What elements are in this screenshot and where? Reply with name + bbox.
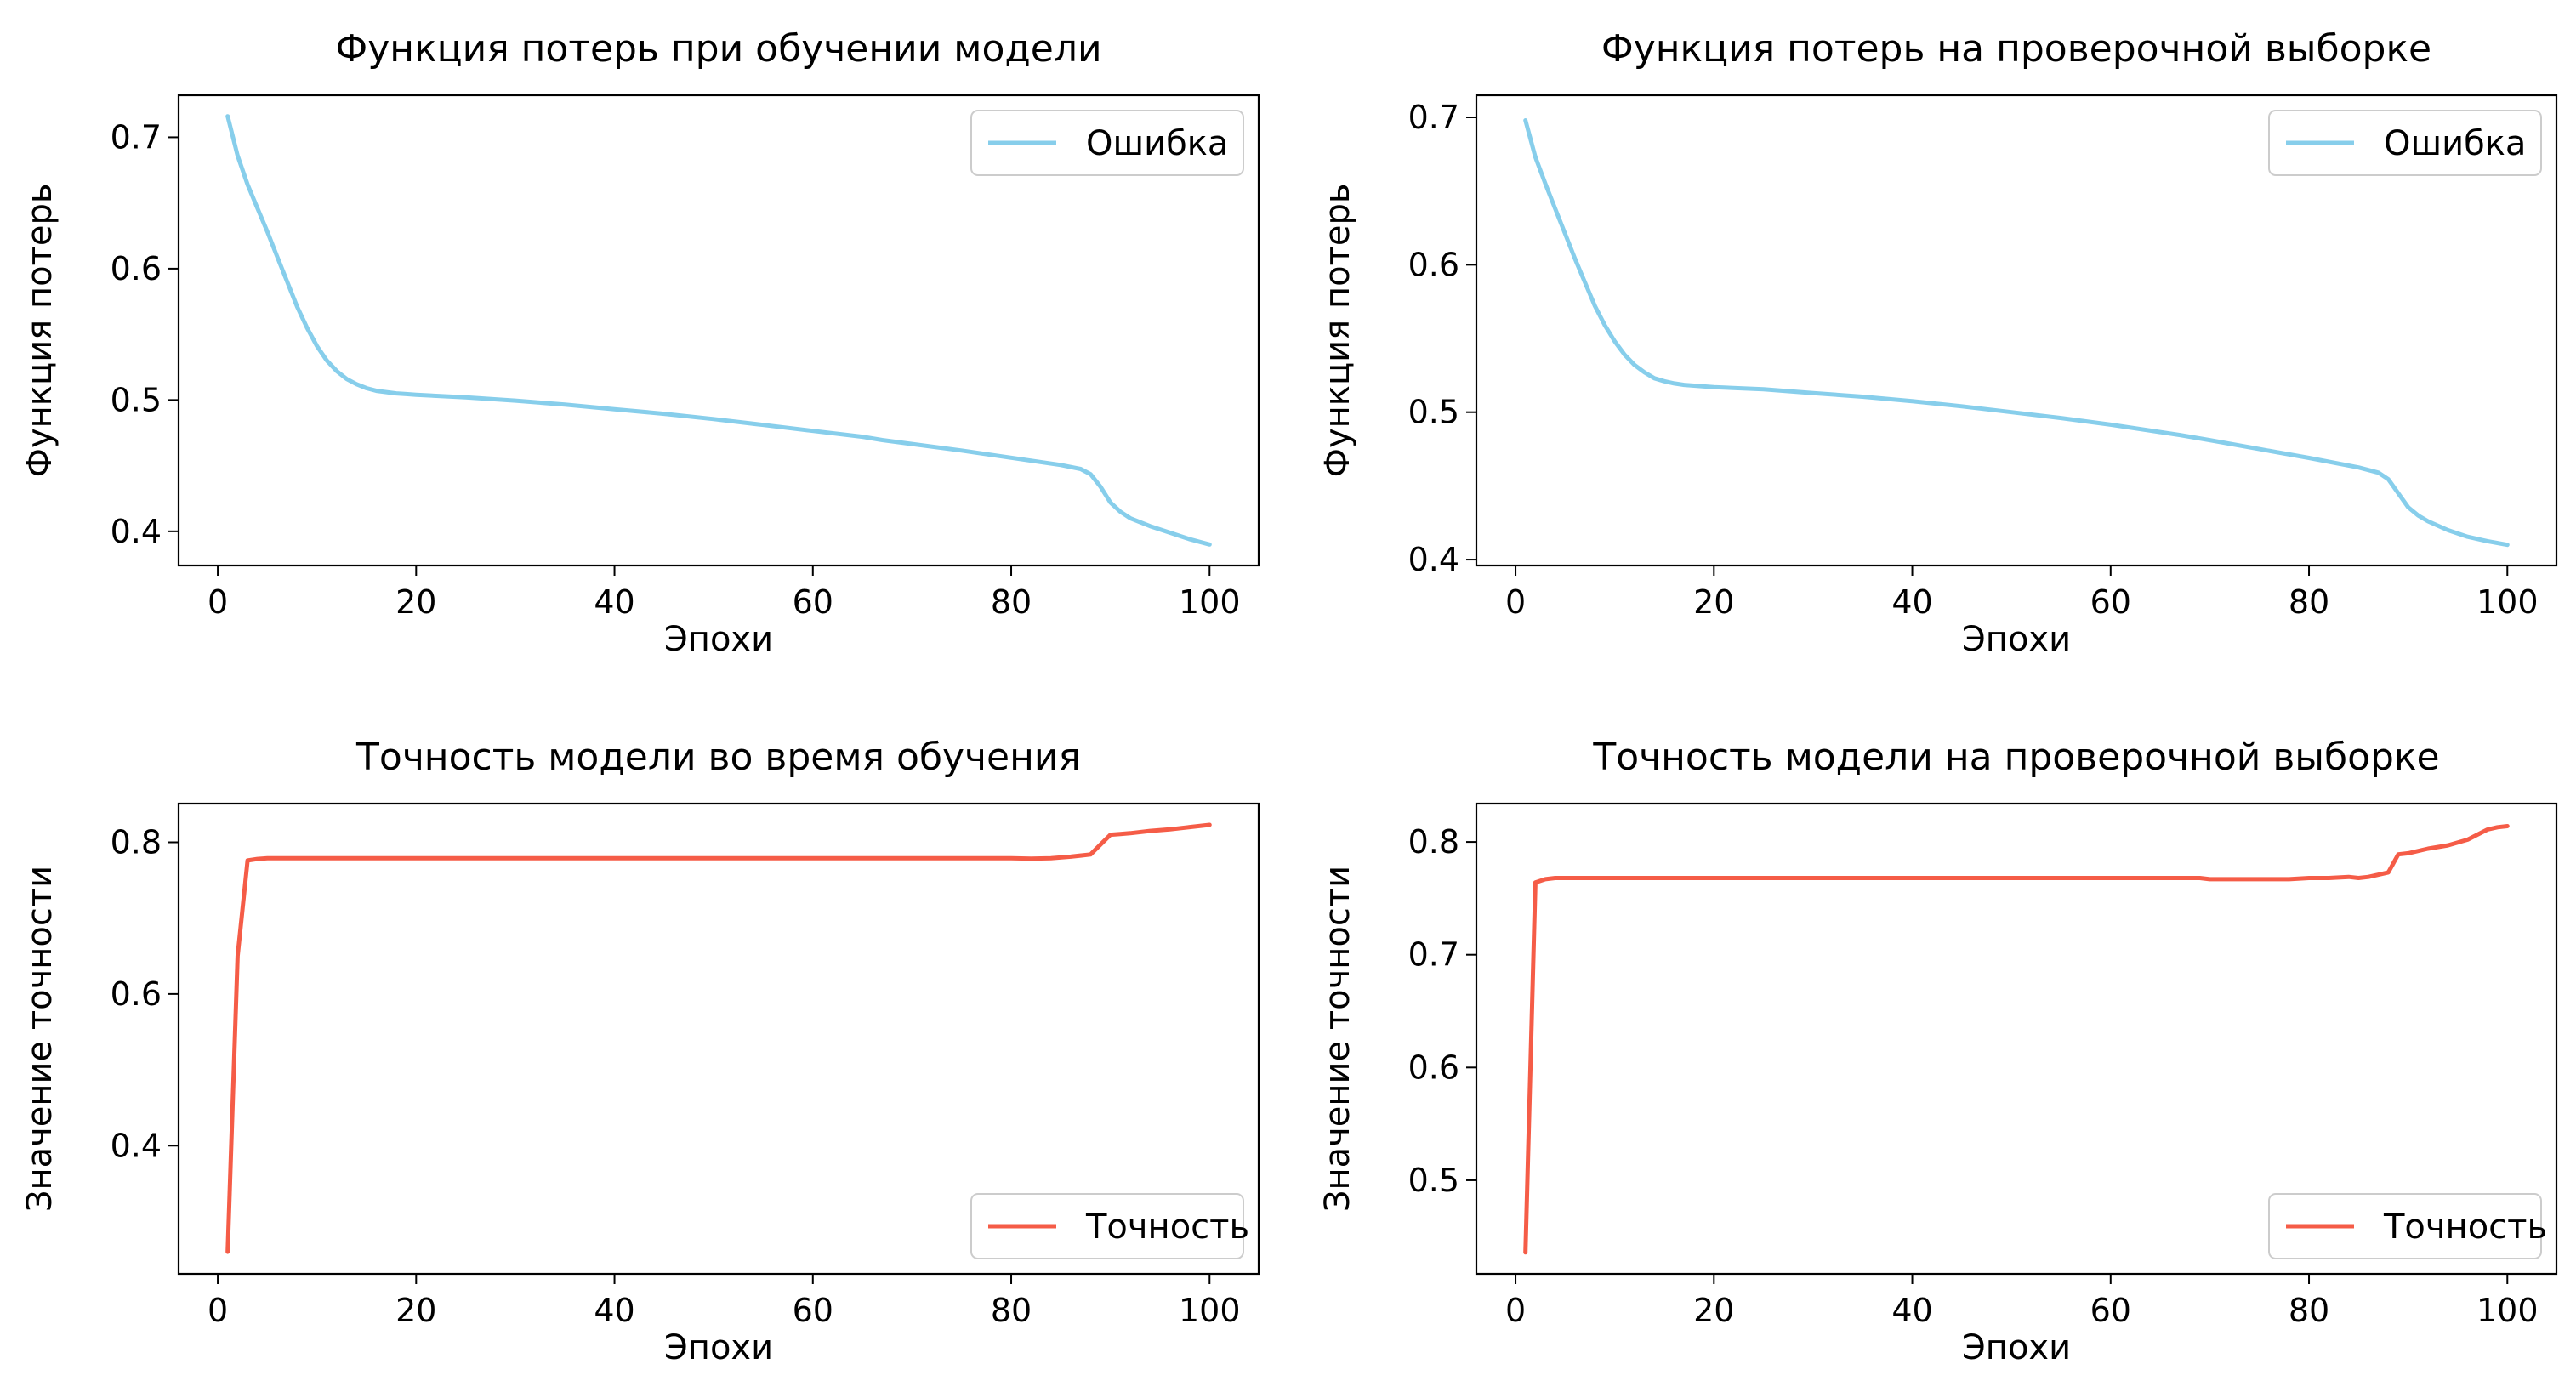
x-tick-label: 40 bbox=[594, 1292, 634, 1329]
legend-box bbox=[2268, 110, 2542, 176]
y-tick-label: 0.8 bbox=[1408, 823, 1459, 861]
x-tick-label: 20 bbox=[395, 583, 436, 621]
series-line-1 bbox=[1523, 824, 2510, 1255]
x-tick-label: 100 bbox=[1179, 1292, 1241, 1329]
x-tick-label: 0 bbox=[1505, 583, 1526, 621]
x-axis-label: Эпохи bbox=[664, 620, 773, 659]
x-axis-label: Эпохи bbox=[1962, 620, 2071, 659]
legend: Ошибка bbox=[970, 110, 1244, 176]
x-tick-label: 60 bbox=[793, 1292, 833, 1329]
x-tick-label: 40 bbox=[1891, 1292, 1932, 1329]
x-tick-label: 40 bbox=[1891, 583, 1932, 621]
series-line-1 bbox=[1523, 118, 2510, 548]
x-tick-label: 20 bbox=[1693, 1292, 1734, 1329]
x-axis-label: Эпохи bbox=[1962, 1328, 2071, 1367]
legend-box bbox=[970, 1193, 1244, 1259]
x-tick-label: 0 bbox=[208, 1292, 228, 1329]
y-axis-label: Функция потерь bbox=[1318, 184, 1357, 478]
x-tick-label: 100 bbox=[2476, 1292, 2539, 1329]
y-tick-label: 0.4 bbox=[1408, 541, 1459, 578]
chart-title: Точность модели во время обучения bbox=[355, 736, 1081, 779]
y-tick-label: 0.5 bbox=[1408, 1162, 1459, 1199]
y-tick-label: 0.7 bbox=[1408, 99, 1459, 136]
x-tick-label: 20 bbox=[1693, 583, 1734, 621]
legend-box bbox=[2268, 1193, 2542, 1259]
chart-panel-4: Точность модели на проверочной выборке 0 2… bbox=[1318, 736, 2558, 1367]
y-tick-label: 0.7 bbox=[1408, 936, 1459, 974]
y-tick-label: 0.6 bbox=[111, 975, 162, 1013]
legend-label: Ошибка bbox=[2384, 124, 2526, 163]
legend-label: Точность bbox=[2383, 1208, 2547, 1247]
chart-panel-3: Точность модели во время обучения 0 20 40 60… bbox=[20, 736, 1260, 1367]
x-tick-label: 20 bbox=[395, 1292, 436, 1329]
y-axis-label: Функция потерь bbox=[20, 184, 60, 478]
legend: Точность bbox=[2268, 1193, 2547, 1259]
x-tick-label: 0 bbox=[208, 583, 228, 621]
y-tick-label: 0.4 bbox=[111, 513, 162, 550]
chart-title: Точность модели на проверочной выборке bbox=[1592, 736, 2439, 779]
series-line-1 bbox=[225, 114, 1212, 547]
chart-panel-2: Функция потерь на проверочной выборке 0 20… bbox=[1318, 27, 2558, 659]
x-tick-label: 100 bbox=[1179, 583, 1241, 621]
x-tick-label: 60 bbox=[793, 583, 833, 621]
x-axis-label: Эпохи bbox=[664, 1328, 773, 1367]
y-tick-label: 0.6 bbox=[1408, 1048, 1459, 1086]
plot-frame bbox=[177, 802, 1260, 1276]
chart-title: Функция потерь при обучении модели bbox=[335, 27, 1101, 71]
x-tick-label: 80 bbox=[2289, 583, 2329, 621]
legend: Ошибка bbox=[2268, 110, 2542, 176]
x-tick-label: 40 bbox=[594, 583, 634, 621]
chart-panel-1: Функция потерь при обучении модели 0 20 40 6… bbox=[20, 27, 1260, 659]
x-tick-label: 80 bbox=[991, 583, 1032, 621]
series-line-1 bbox=[225, 822, 1212, 1254]
x-tick-label: 0 bbox=[1505, 1292, 1526, 1329]
y-tick-label: 0.5 bbox=[1408, 394, 1459, 431]
x-tick-label: 80 bbox=[2289, 1292, 2329, 1329]
x-tick-label: 60 bbox=[2090, 583, 2131, 621]
y-tick-label: 0.6 bbox=[111, 250, 162, 287]
y-tick-label: 0.5 bbox=[111, 381, 162, 418]
plot-frame bbox=[1475, 94, 2558, 567]
y-tick-label: 0.8 bbox=[111, 823, 162, 861]
x-tick-label: 80 bbox=[991, 1292, 1032, 1329]
legend: Точность bbox=[970, 1193, 1249, 1259]
y-tick-label: 0.7 bbox=[111, 118, 162, 156]
x-tick-label: 60 bbox=[2090, 1292, 2131, 1329]
plot-frame bbox=[1475, 802, 2558, 1276]
x-tick-label: 100 bbox=[2476, 583, 2539, 621]
y-tick-label: 0.6 bbox=[1408, 246, 1459, 283]
y-axis-label: Значение точности bbox=[1318, 866, 1357, 1212]
plot-frame bbox=[177, 94, 1260, 567]
legend-box bbox=[970, 110, 1244, 176]
chart-title: Функция потерь на проверочной выборке bbox=[1601, 27, 2431, 71]
legend-label: Точность bbox=[1085, 1208, 1249, 1247]
y-axis-label: Значение точности bbox=[20, 866, 60, 1212]
y-tick-label: 0.4 bbox=[111, 1127, 162, 1164]
legend-label: Ошибка bbox=[1086, 124, 1228, 163]
